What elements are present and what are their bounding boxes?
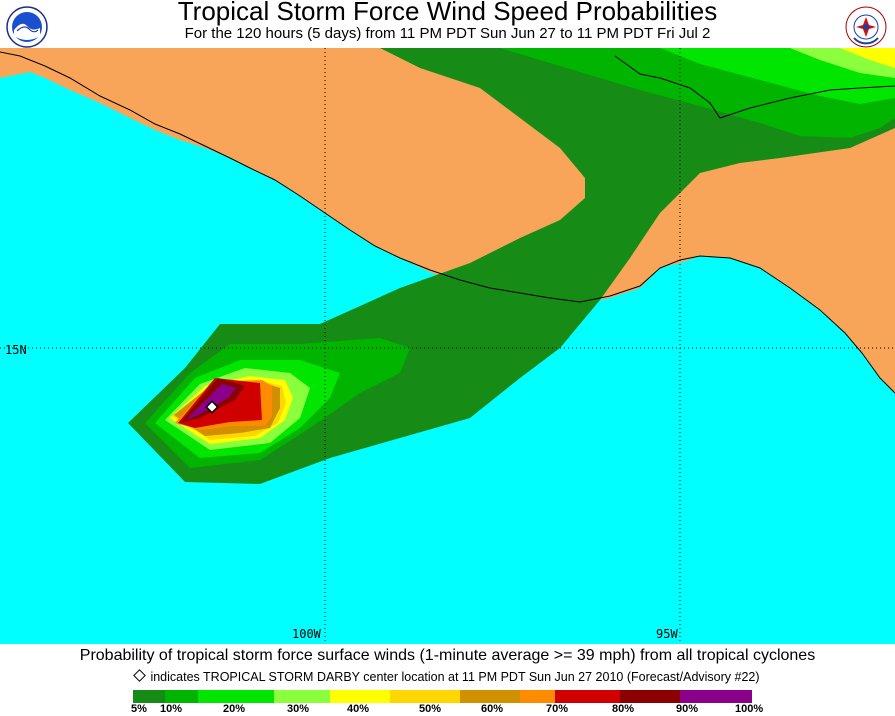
storm-center-note: indicates TROPICAL STORM DARBY center lo… [0, 669, 895, 684]
lon-label-95w: 95W [656, 627, 678, 641]
storm-center-note-text: indicates TROPICAL STORM DARBY center lo… [150, 670, 760, 684]
map-subtitle: For the 120 hours (5 days) from 11 PM PD… [184, 25, 711, 42]
coastline-north [614, 55, 895, 119]
storm-center-marker [205, 400, 219, 414]
probability-map: 15N 100W 95W [0, 48, 895, 644]
map-description: Probability of tropical storm force surf… [79, 647, 816, 664]
nws-logo [845, 6, 887, 48]
diamond-icon [133, 669, 147, 682]
prob-40-region-north [840, 48, 895, 68]
lon-label-100w: 100W [292, 627, 322, 641]
header: Tropical Storm Force Wind Speed Probabil… [0, 0, 895, 48]
footer: Probability of tropical storm force surf… [0, 644, 895, 716]
coastline [0, 51, 895, 394]
noaa-logo [6, 6, 48, 48]
lat-label-15n: 15N [5, 343, 27, 357]
map-title: Tropical Storm Force Wind Speed Probabil… [177, 0, 718, 26]
